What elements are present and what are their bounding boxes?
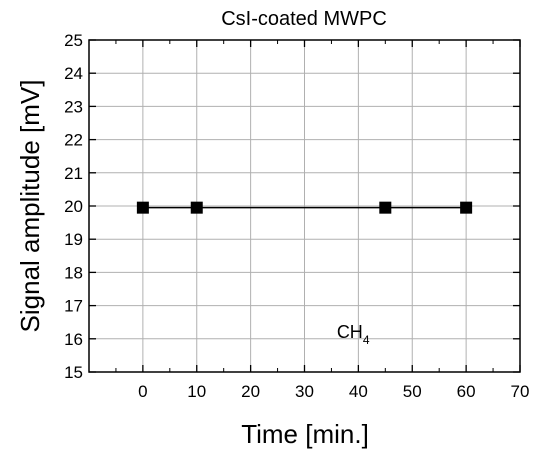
y-tick-label: 17	[64, 297, 83, 316]
y-tick-label: 20	[64, 197, 83, 216]
annotation-subscript: 4	[363, 333, 370, 347]
data-point	[379, 201, 392, 214]
y-tick-label: 19	[64, 230, 83, 249]
y-tick-label: 18	[64, 263, 83, 282]
y-tick-label: 23	[64, 97, 83, 116]
x-tick-label: 70	[511, 382, 530, 401]
y-tick-label: 24	[64, 64, 83, 83]
x-tick-label: 20	[241, 382, 260, 401]
y-tick-label: 25	[64, 31, 83, 50]
grid	[89, 39, 521, 373]
y-tick-label: 22	[64, 131, 83, 150]
y-tick-label: 21	[64, 164, 83, 183]
annotation-main: CH	[337, 322, 363, 342]
data-point	[460, 201, 473, 214]
y-tick-label: 15	[64, 363, 83, 382]
y-tick-label: 16	[64, 330, 83, 349]
axis-ticks	[89, 39, 521, 373]
data-point	[190, 201, 203, 214]
x-tick-label: 10	[187, 382, 206, 401]
data-markers	[136, 201, 473, 214]
x-tick-label: 40	[349, 382, 368, 401]
x-tick-label: 50	[403, 382, 422, 401]
x-tick-label: 30	[295, 382, 314, 401]
data-point	[136, 201, 149, 214]
x-tick-label: 60	[457, 382, 476, 401]
annotation-ch4: CH4	[337, 322, 370, 347]
y-tick-labels: 15 16 17 18 19 20 21 22 23 24 25	[64, 31, 83, 382]
x-tick-label: 0	[138, 382, 147, 401]
chart-title: CsI-coated MWPC	[221, 8, 387, 30]
x-axis-label: Time [min.]	[241, 419, 369, 449]
y-axis-label: Signal amplitude [mV]	[15, 80, 45, 333]
x-tick-labels: 0 10 20 30 40 50 60 70	[138, 382, 529, 401]
